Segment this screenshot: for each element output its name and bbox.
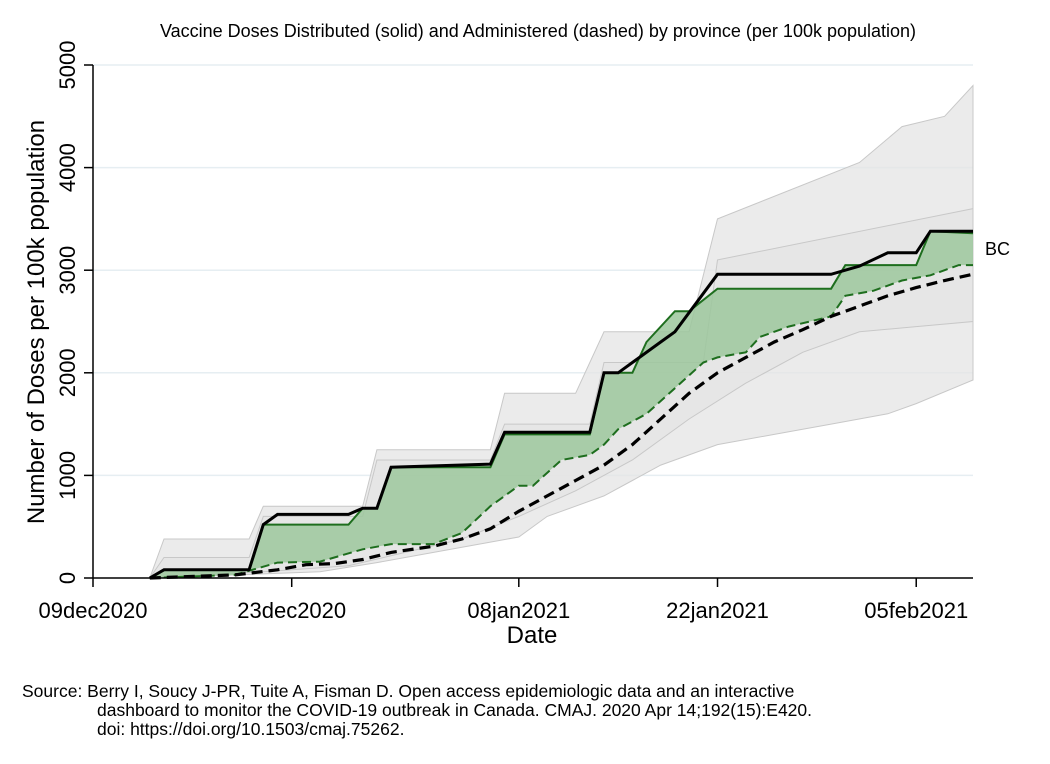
x-tick-label-3: 22jan2021: [666, 598, 769, 623]
y-axis-label: Number of Doses per 100k population: [23, 120, 50, 524]
y-tick-label-1000: 1000: [55, 451, 80, 500]
bc-series: [149, 229, 974, 580]
y-tick-label-0: 0: [55, 572, 80, 584]
bc-distributed-line: [149, 229, 973, 580]
x-tick-label-0: 09dec2020: [39, 598, 148, 623]
other-provinces: [148, 84, 974, 579]
x-tick-label-4: 05feb2021: [864, 598, 968, 623]
y-tick-label-3000: 3000: [55, 246, 80, 295]
bc-gap-fill: [149, 231, 974, 578]
y-tick-label-5000: 5000: [55, 41, 80, 90]
source-line-1: Source: Berry I, Soucy J-PR, Tuite A, Fi…: [22, 681, 795, 701]
source-line-2: dashboard to monitor the COVID-19 outbre…: [97, 700, 813, 720]
other-province-band-1: [149, 84, 974, 579]
chart: Vaccine Doses Distributed (solid) and Ad…: [23, 21, 1010, 649]
chart-title: Vaccine Doses Distributed (solid) and Ad…: [160, 21, 916, 41]
axes: 0 1000 2000 3000 4000 5000 09dec2020 23dec2020 0…: [39, 41, 973, 623]
green-lower-line: [149, 264, 973, 579]
bc-series-label: BC: [985, 239, 1010, 259]
x-axis-label: Date: [507, 622, 558, 649]
source-line-3: doi: https://doi.org/10.1503/cmaj.75262.: [97, 719, 405, 739]
bc-administered-line: [149, 272, 974, 580]
y-tick-label-2000: 2000: [55, 348, 80, 397]
y-tick-label-4000: 4000: [55, 143, 80, 192]
x-tick-label-1: 23dec2020: [237, 598, 346, 623]
source-citation: Source: Berry I, Soucy J-PR, Tuite A, Fi…: [22, 682, 812, 739]
x-tick-label-2: 08jan2021: [467, 598, 570, 623]
